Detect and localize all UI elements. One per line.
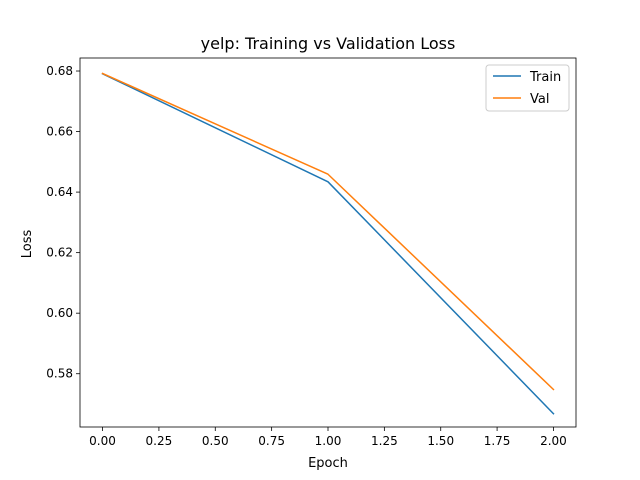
x-tick-label: 1.00	[315, 434, 342, 448]
y-tick-label: 0.66	[46, 125, 73, 139]
series-line-val	[101, 72, 555, 391]
x-tick-label: 1.25	[371, 434, 398, 448]
x-tick-label: 0.25	[146, 434, 173, 448]
x-tick-label: 1.50	[427, 434, 454, 448]
y-tick-label: 0.68	[46, 64, 73, 78]
y-tick-label: 0.60	[46, 306, 73, 320]
y-axis-label: Loss	[20, 230, 35, 259]
x-tick-label: 2.00	[540, 434, 567, 448]
legend: Train Val	[485, 64, 570, 112]
y-tick-label: 0.58	[46, 367, 73, 381]
x-tick-label: 0.00	[89, 434, 116, 448]
x-tick-label: 1.75	[484, 434, 511, 448]
x-tick-label: 0.50	[202, 434, 229, 448]
x-axis-label: Epoch	[308, 456, 348, 471]
chart-title: yelp: Training vs Validation Loss	[201, 34, 456, 53]
series-line-train	[101, 72, 555, 415]
legend-label-train: Train	[529, 70, 561, 85]
x-tick-label: 0.75	[258, 434, 285, 448]
axes-frame	[79, 57, 577, 428]
y-tick-label: 0.62	[46, 246, 73, 260]
legend-label-val: Val	[530, 92, 549, 107]
plot-area: 0.00 0.25 0.50 0.75 1.00 1.25 1.50 1.75 2.00 0.58…	[46, 57, 577, 448]
y-tick-label: 0.64	[46, 185, 73, 199]
